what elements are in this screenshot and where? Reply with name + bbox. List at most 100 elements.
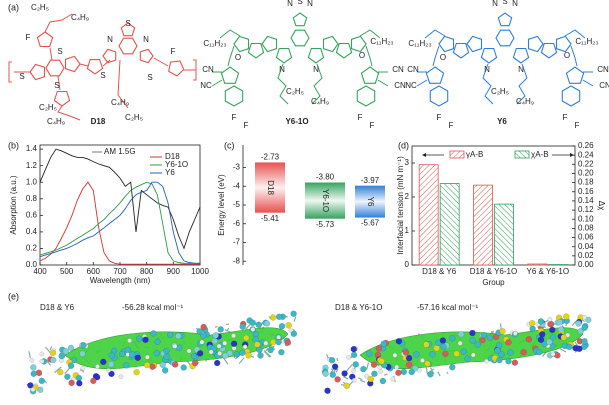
atom xyxy=(108,370,115,378)
ring xyxy=(275,47,293,64)
atom xyxy=(285,322,292,329)
atom xyxy=(364,373,370,379)
atom xyxy=(360,365,367,373)
atom xyxy=(211,337,218,345)
atom xyxy=(153,350,161,357)
energy-bar xyxy=(355,185,385,218)
y-tick-label: -4 xyxy=(233,181,241,190)
atom xyxy=(242,344,248,350)
atom xyxy=(196,328,203,335)
atom-label: C₂H₅ xyxy=(286,87,304,96)
atom xyxy=(547,316,553,322)
atom xyxy=(106,368,112,373)
bond-stick xyxy=(272,346,276,351)
atom-label: C₂H₅ xyxy=(491,87,509,96)
atom-label: F xyxy=(563,113,568,122)
bond xyxy=(311,63,323,105)
atom xyxy=(557,326,565,333)
ring xyxy=(429,85,449,107)
atom xyxy=(163,353,170,360)
bond-stick xyxy=(263,351,271,358)
ring xyxy=(527,35,544,53)
bond xyxy=(8,61,12,83)
x-tick-label: 600 xyxy=(87,267,101,276)
atom xyxy=(499,328,506,335)
atom xyxy=(550,351,556,357)
atom xyxy=(367,375,374,383)
bar xyxy=(439,183,460,266)
y-tick-label: 0.6 xyxy=(26,210,38,219)
atom xyxy=(149,363,156,370)
atom xyxy=(423,341,430,348)
atom xyxy=(563,313,570,320)
atom-label: S xyxy=(147,73,152,82)
atom xyxy=(380,340,387,347)
atom xyxy=(371,370,378,377)
atom xyxy=(525,336,533,343)
atom-label: F xyxy=(437,113,442,122)
bond xyxy=(49,47,53,61)
atom xyxy=(449,335,456,342)
series-line xyxy=(39,181,200,265)
ring xyxy=(438,35,455,53)
atom xyxy=(135,335,143,342)
y-tick-label: 0.8 xyxy=(26,194,38,203)
atom xyxy=(341,370,348,377)
atom xyxy=(370,361,378,368)
atom xyxy=(100,358,107,366)
atom xyxy=(230,340,238,347)
atom xyxy=(549,334,557,341)
atom xyxy=(420,357,425,363)
molecule-name: Y6-1O xyxy=(285,117,308,126)
atom xyxy=(217,350,223,356)
y2-axis-label: Δχ xyxy=(597,201,606,211)
atom xyxy=(95,363,100,369)
y2-tick-label: 0.06 xyxy=(578,233,594,242)
atom xyxy=(263,340,269,346)
panel-label: (c) xyxy=(224,140,235,150)
atom xyxy=(560,334,567,341)
atom xyxy=(124,346,132,353)
atom-label: F xyxy=(370,121,375,130)
atom xyxy=(322,370,329,377)
atom xyxy=(154,338,161,345)
bond xyxy=(102,59,111,67)
atom xyxy=(405,354,413,362)
ring xyxy=(118,37,138,55)
atom xyxy=(351,368,356,374)
atom xyxy=(494,347,501,354)
panel-label: (d) xyxy=(398,140,409,150)
atom xyxy=(582,314,587,320)
atom xyxy=(221,352,229,359)
atom xyxy=(50,356,57,364)
bond xyxy=(416,79,428,87)
y-tick-label: -7 xyxy=(233,238,241,247)
atom xyxy=(366,350,373,357)
y2-tick-label: 0.00 xyxy=(578,260,594,269)
bond-stick xyxy=(54,366,62,374)
atom xyxy=(242,334,250,342)
bar xyxy=(494,203,514,266)
ring xyxy=(292,12,308,27)
atom xyxy=(329,371,336,378)
atom xyxy=(172,343,178,349)
atom xyxy=(408,368,415,376)
y-tick-label: -8 xyxy=(233,256,241,265)
x-tick-label: D18 & Y6 xyxy=(422,267,457,276)
bond xyxy=(44,13,73,33)
atom xyxy=(276,313,283,320)
atom xyxy=(255,321,262,328)
ring xyxy=(102,48,117,64)
atom-label: C₂H₅ xyxy=(39,103,57,112)
atom xyxy=(27,382,34,389)
bond-stick xyxy=(446,371,449,375)
atom xyxy=(457,331,465,338)
atom-label: S xyxy=(19,72,24,81)
bond xyxy=(365,45,373,67)
atom xyxy=(269,314,277,321)
atom xyxy=(196,350,204,357)
energy-bar xyxy=(305,182,345,219)
bond xyxy=(117,59,129,109)
ring xyxy=(360,66,380,84)
bond xyxy=(564,29,586,39)
